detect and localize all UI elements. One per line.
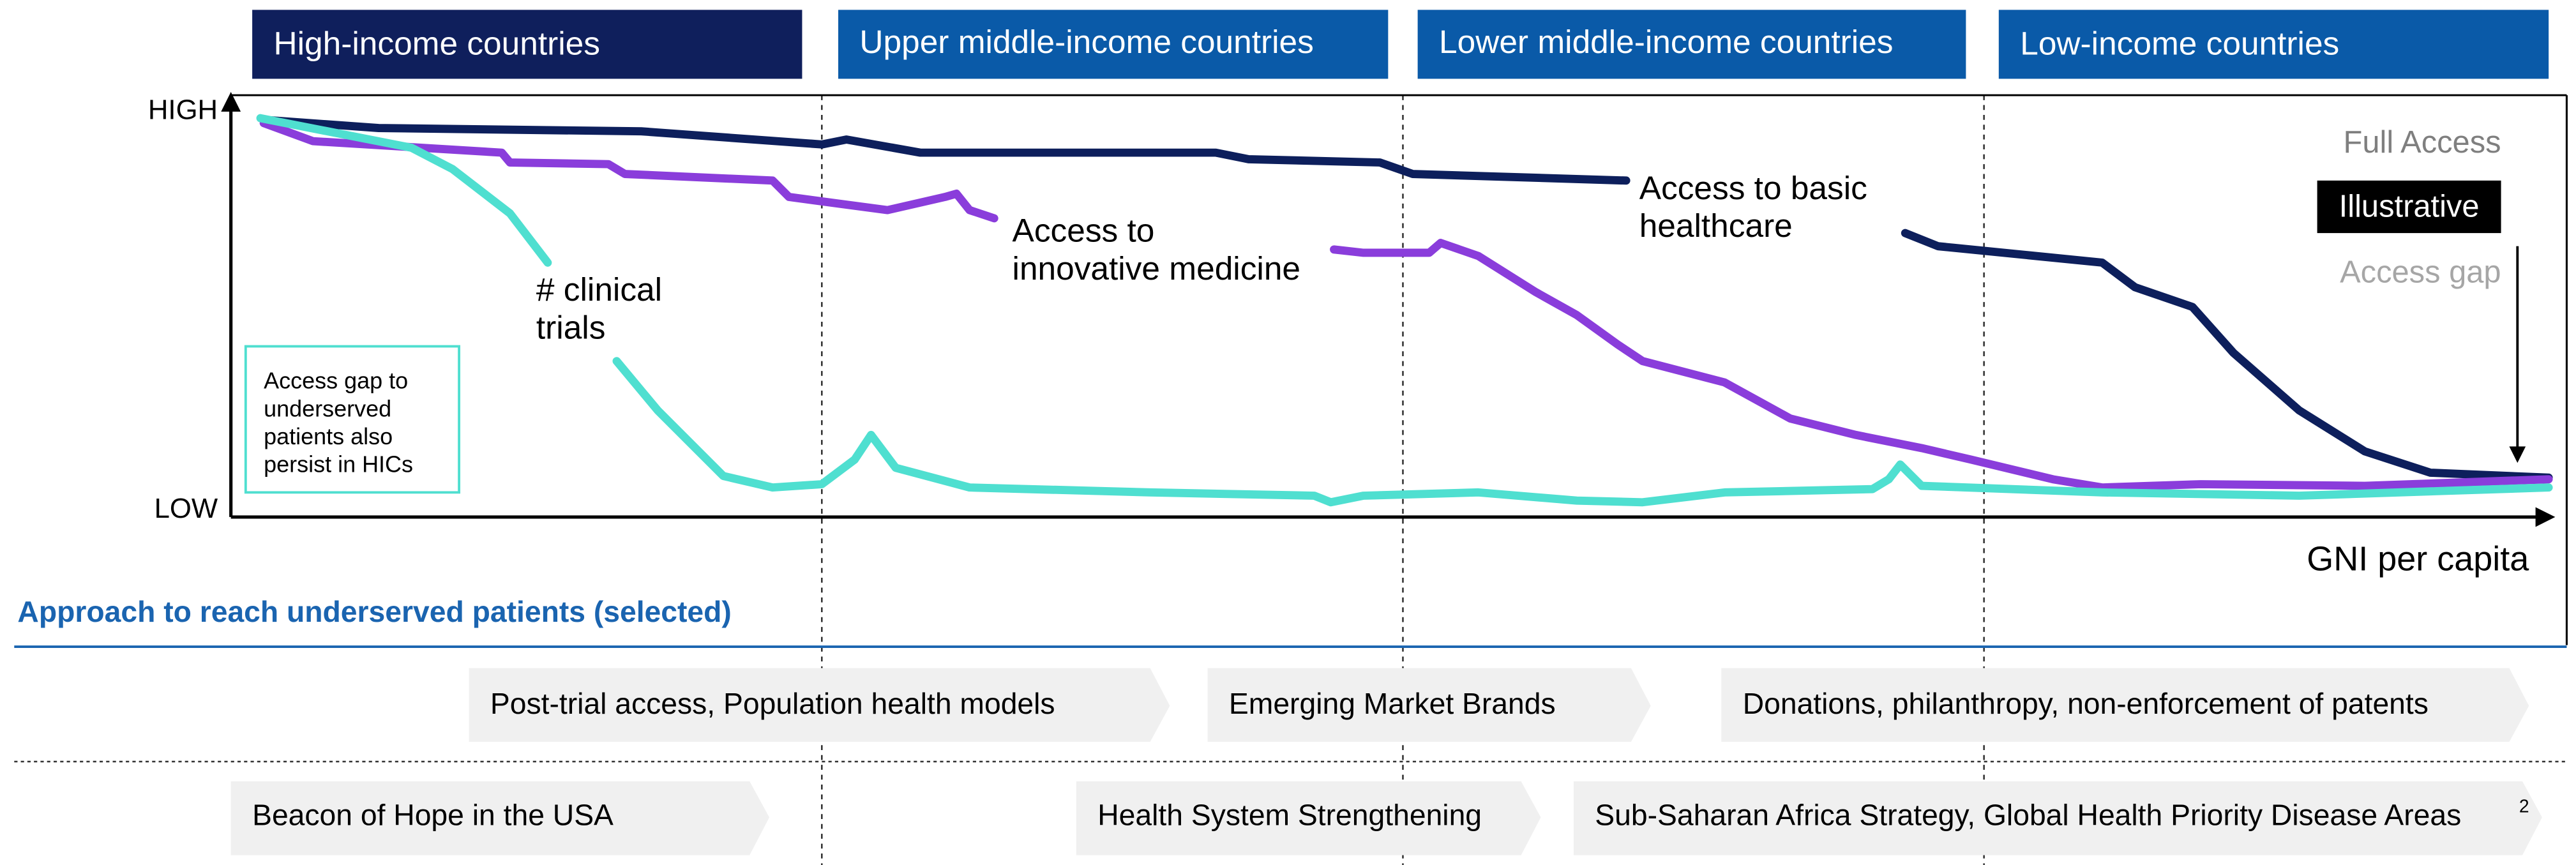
innovative-medicine-curve	[1330, 239, 2553, 492]
approach-item: Post-trial access, Population health mod…	[490, 687, 1055, 720]
x-axis-label: GNI per capita	[2307, 540, 2529, 578]
note-box	[244, 345, 460, 494]
chevron	[1076, 781, 1541, 855]
chevron	[1207, 668, 1651, 742]
header-label: Low-income countries	[2020, 25, 2339, 62]
innovative-medicine-curve	[259, 119, 998, 223]
y-low-label: LOW	[154, 493, 218, 524]
x-axis-arrow	[2535, 507, 2556, 527]
chevron	[469, 668, 1170, 742]
note-text: persist in HICs	[264, 451, 413, 478]
curve-label: trials	[536, 308, 606, 345]
clinical-trials-curve	[612, 357, 2553, 507]
badge-label: Illustrative	[2339, 189, 2480, 223]
header-box	[1998, 10, 2549, 79]
header-box	[838, 10, 1389, 79]
chevron	[1573, 781, 2542, 855]
footnote-mark: 2	[2519, 795, 2529, 816]
curve-label: Access to basic	[1639, 169, 1867, 206]
header-label: Lower middle-income countries	[1439, 23, 1893, 60]
curve-label: healthcare	[1639, 207, 1793, 244]
section-title: Approach to reach underserved patients (…	[17, 595, 731, 628]
approach-item: Sub-Saharan Africa Strategy, Global Heal…	[1595, 799, 2461, 832]
y-high-label: HIGH	[148, 94, 218, 125]
header-label: High-income countries	[274, 25, 600, 62]
basic-healthcare-curve	[1901, 229, 2553, 482]
chevron	[230, 781, 770, 855]
approach-item: Donations, philanthropy, non-enforcement…	[1743, 687, 2429, 720]
basic-healthcare-curve	[259, 116, 1631, 185]
approach-item: Beacon of Hope in the USA	[252, 799, 614, 832]
approach-item: Emerging Market Brands	[1229, 687, 1556, 720]
y-axis-arrow	[221, 91, 241, 112]
curve-label: # clinical	[536, 271, 662, 308]
note-text: patients also	[264, 423, 393, 449]
approach-item: Health System Strengthening	[1097, 799, 1482, 832]
curve-label: innovative medicine	[1013, 250, 1301, 287]
gap-arrow-head	[2509, 446, 2526, 463]
clinical-trials-curve	[256, 114, 552, 267]
note-text: underserved	[264, 395, 391, 421]
header-box	[1417, 10, 1966, 79]
header-box	[252, 10, 802, 79]
badge	[2317, 180, 2501, 234]
legend-bottom: Access gap	[2340, 255, 2501, 289]
chevron	[1721, 668, 2529, 742]
curve-label: Access to	[1013, 212, 1155, 249]
note-text: Access gap to	[264, 368, 408, 394]
header-label: Upper middle-income countries	[859, 23, 1313, 60]
legend-top: Full Access	[2344, 125, 2501, 160]
